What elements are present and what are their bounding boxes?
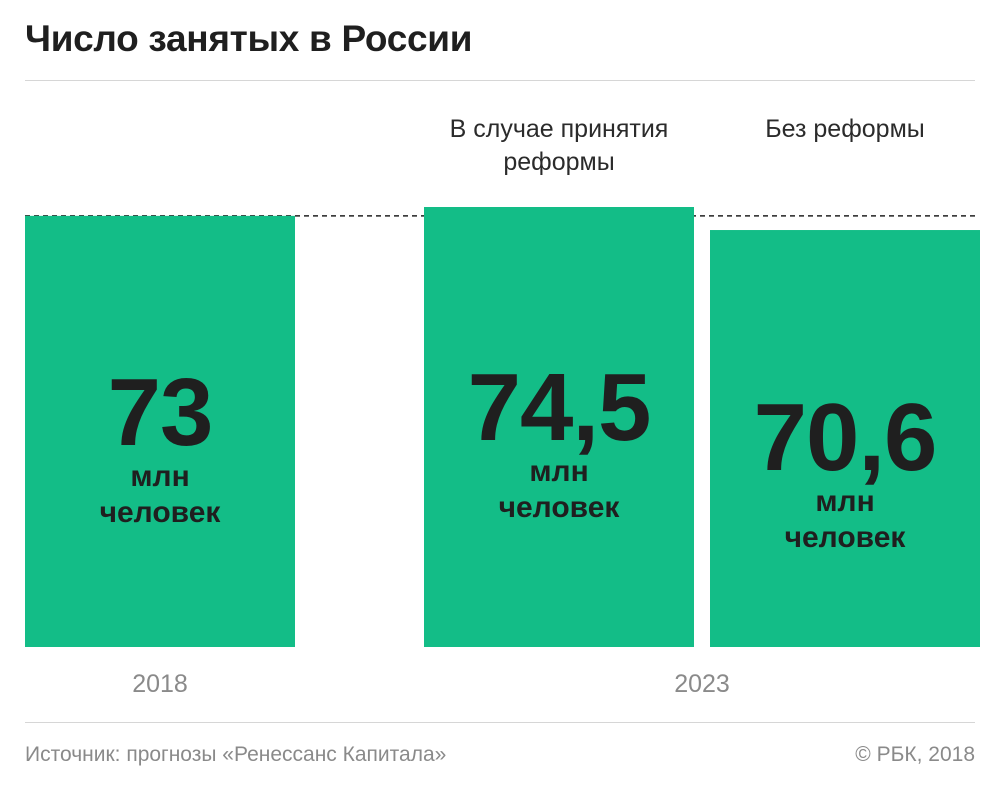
bar-2023-reform: [424, 207, 694, 647]
value-unit-people-no-reform: человек: [784, 521, 906, 554]
bar-label-no-reform: Без реформы: [765, 115, 925, 143]
value-number-reform: 74,5: [467, 354, 652, 461]
value-unit-mln-reform: млн: [529, 455, 589, 488]
value-number-no-reform: 70,6: [753, 384, 938, 491]
bar-label-reform: В случае принятия реформы: [424, 113, 694, 179]
value-unit-mln-no-reform: млн: [815, 485, 875, 518]
value-label-2018: 73 млн человек: [25, 359, 295, 531]
value-unit-people-2018: человек: [99, 496, 221, 529]
source-note: Источник: прогнозы «Ренессанс Капитала»: [25, 743, 447, 766]
bar-2018: [25, 215, 295, 647]
copyright: © РБК, 2018: [855, 743, 975, 766]
year-label-2023: 2023: [674, 670, 730, 698]
bottom-divider: [25, 722, 975, 723]
bar-2023-no-reform: [710, 230, 980, 647]
value-label-no-reform: 70,6 млн человек: [710, 384, 980, 556]
year-label-2018: 2018: [132, 670, 188, 698]
top-divider: [25, 80, 975, 81]
value-unit-mln-2018: млн: [130, 460, 190, 493]
bar-label-reform-line1: В случае принятия: [449, 115, 669, 143]
bar-label-reform-line2: реформы: [503, 148, 615, 176]
value-label-reform: 74,5 млн человек: [424, 354, 694, 526]
chart-title: Число занятых в России: [25, 18, 473, 59]
value-unit-people-reform: человек: [498, 491, 620, 524]
value-number-2018: 73: [107, 359, 214, 466]
